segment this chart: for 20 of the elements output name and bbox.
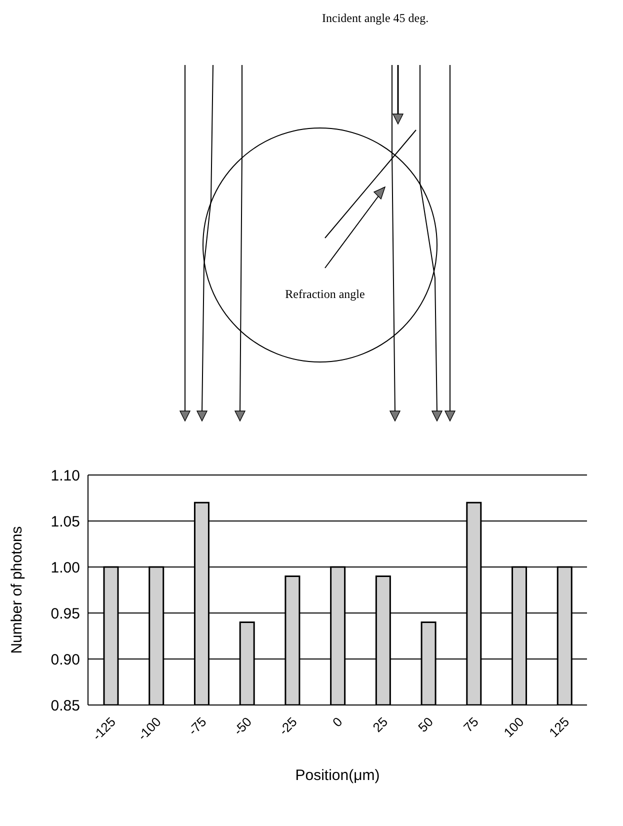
- x-tick-label: -75: [185, 714, 210, 738]
- x-axis-title: Position(μm): [295, 767, 380, 784]
- x-tick-label: -125: [89, 714, 118, 744]
- x-tick-label: -25: [276, 714, 300, 738]
- y-tick-label: 1.05: [50, 513, 80, 530]
- y-tick-label: 1.10: [50, 467, 80, 484]
- x-tick-label: -50: [230, 714, 255, 738]
- ray-diagram: Incident angle 45 deg. Refraction angle: [8, 8, 615, 428]
- y-axis-title: Number of photons: [8, 526, 26, 654]
- x-tick-label: 75: [460, 714, 482, 736]
- y-tick-label: 0.95: [50, 605, 80, 622]
- x-tick-label: 50: [415, 714, 436, 736]
- x-tick-label: -100: [134, 714, 164, 744]
- x-tick-label: 25: [370, 714, 391, 736]
- x-tick-label: 125: [546, 714, 572, 740]
- y-tick-label: 0.85: [50, 697, 80, 714]
- y-tick-label: 0.90: [50, 651, 80, 668]
- x-tick-label: 100: [500, 714, 527, 740]
- x-tick-label: 0: [330, 714, 346, 730]
- y-tick-label: 1.00: [50, 559, 80, 576]
